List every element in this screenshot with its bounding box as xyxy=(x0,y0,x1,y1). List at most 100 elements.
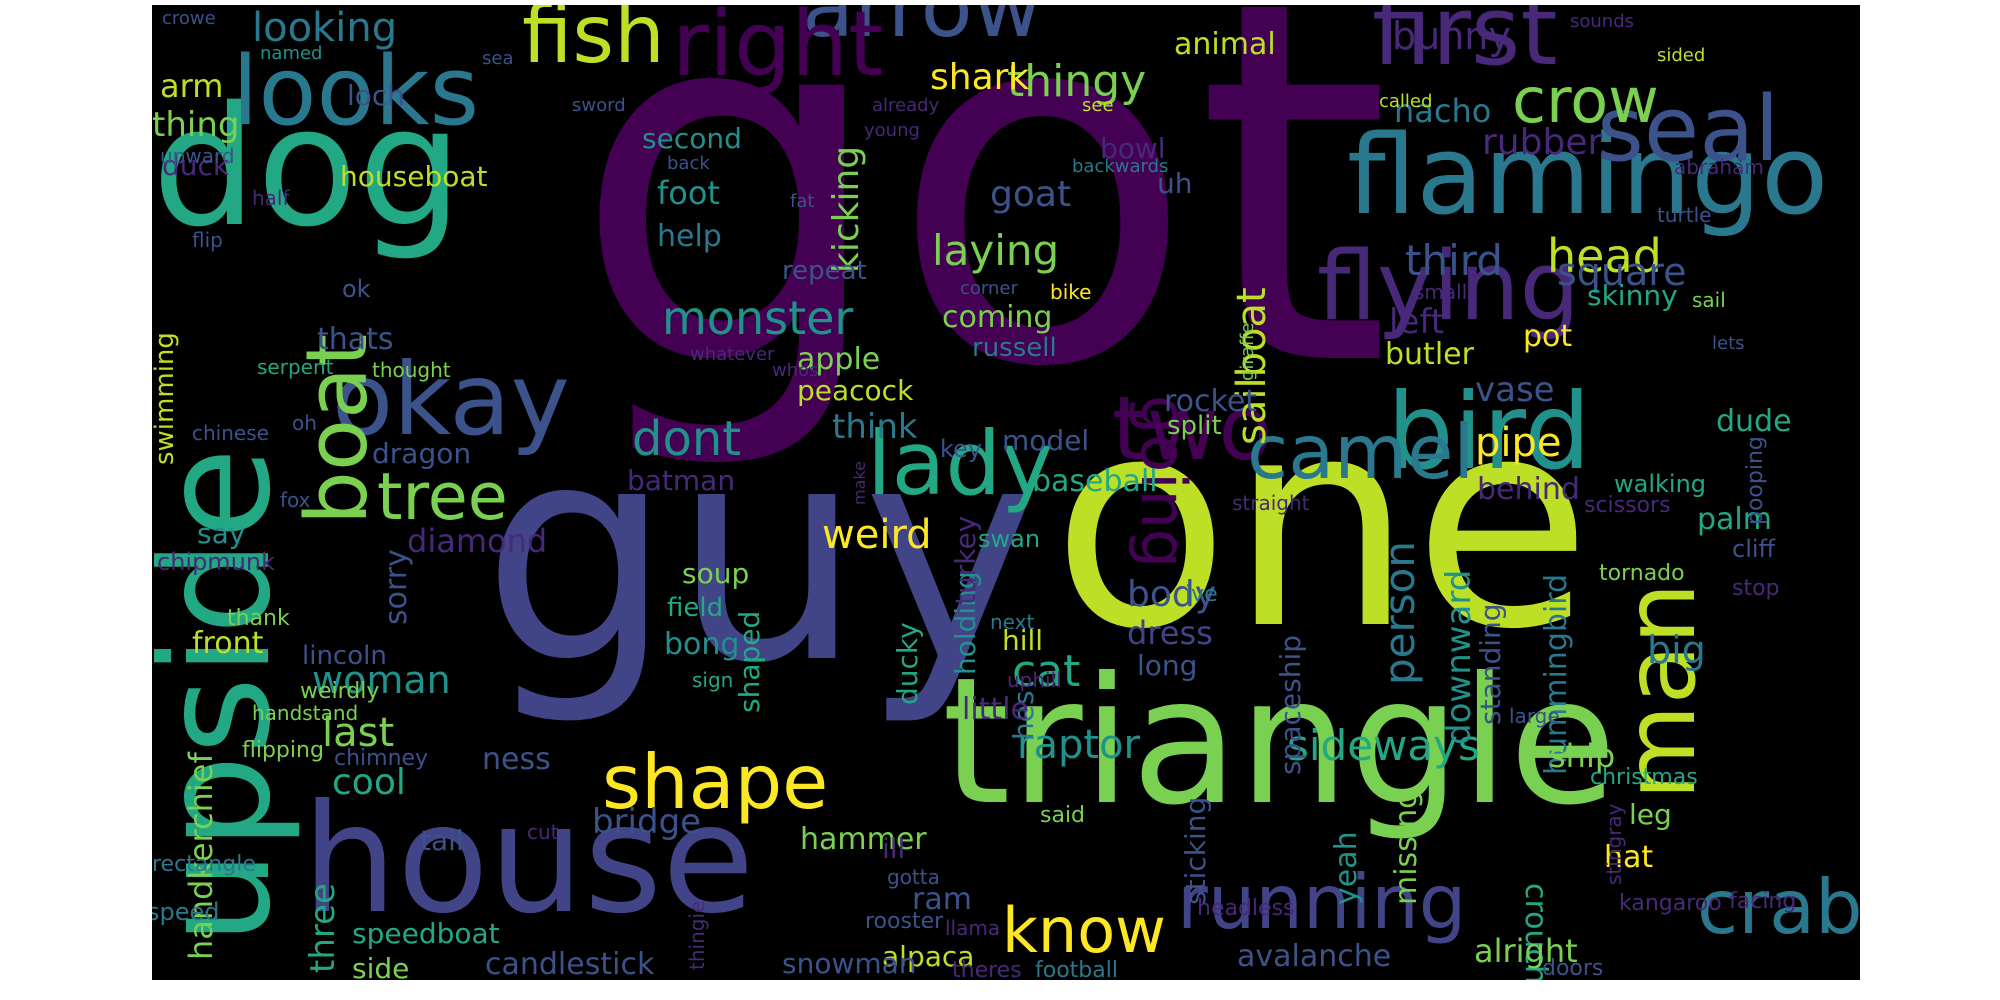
word: animal xyxy=(1174,27,1276,62)
word: running xyxy=(1177,858,1467,946)
word: ill xyxy=(882,832,906,865)
word: diamond xyxy=(407,522,548,560)
word: ness xyxy=(482,742,551,777)
word: got xyxy=(572,5,1392,476)
word: sea xyxy=(482,48,514,69)
word: front xyxy=(192,626,264,661)
word: young xyxy=(864,120,920,141)
word: candlestick xyxy=(485,947,655,980)
word: butler xyxy=(1385,337,1474,372)
word: flamingo xyxy=(1347,111,1829,239)
word: seal xyxy=(1597,77,1780,182)
word: repeat xyxy=(782,256,867,286)
word: dog xyxy=(152,71,463,263)
word: back xyxy=(667,153,710,174)
word: pooping xyxy=(1743,436,1768,525)
word: handstand xyxy=(252,701,359,725)
word: behind xyxy=(1477,472,1580,507)
word: thingie xyxy=(685,900,709,970)
word: rubber xyxy=(1482,122,1603,163)
word: named xyxy=(260,43,323,64)
word: turtle xyxy=(1657,203,1712,227)
word: half xyxy=(252,186,290,210)
word: walking xyxy=(1614,470,1707,498)
word: ship xyxy=(1549,737,1616,775)
word: model xyxy=(1002,424,1090,457)
word: alpaca xyxy=(882,940,975,973)
word: headless xyxy=(1197,896,1295,921)
word: backwards xyxy=(1072,156,1169,177)
word: bike xyxy=(1050,280,1092,304)
word: dont xyxy=(632,411,742,467)
word: pipe xyxy=(1475,420,1562,466)
word: looks xyxy=(232,37,480,147)
word: sail xyxy=(1692,288,1726,312)
word: soup xyxy=(682,557,750,590)
word: oh xyxy=(292,411,317,435)
word: square xyxy=(1557,250,1687,294)
word: body xyxy=(1127,574,1217,615)
word: shape xyxy=(602,738,829,826)
word: chinese xyxy=(192,421,269,445)
word: thing xyxy=(152,105,240,145)
word: tornado xyxy=(1599,561,1685,586)
word: already xyxy=(872,95,940,116)
word: yeah xyxy=(1329,831,1364,905)
word: abraham xyxy=(1674,155,1764,179)
word: skinny xyxy=(1587,279,1678,312)
word: missing xyxy=(1389,789,1424,905)
word: thought xyxy=(372,358,451,382)
word: standing xyxy=(1474,603,1507,725)
word: left xyxy=(1389,302,1445,342)
word: rocket xyxy=(1164,384,1258,419)
word: pot xyxy=(1523,319,1573,354)
word: sideways xyxy=(1287,721,1480,770)
word: duck xyxy=(162,149,230,182)
word: coming xyxy=(942,300,1053,335)
word: serpent xyxy=(257,355,334,379)
word: one xyxy=(1052,356,1592,693)
word: vase xyxy=(1475,370,1555,410)
word: say xyxy=(197,517,246,550)
word: person xyxy=(1375,541,1424,685)
word: peacock xyxy=(797,374,914,407)
word: thank xyxy=(227,606,290,631)
word: bridge xyxy=(592,802,702,842)
word: cut xyxy=(527,820,559,844)
word: scissors xyxy=(1584,493,1671,518)
word: stingray xyxy=(1602,803,1626,885)
word: goat xyxy=(990,174,1072,215)
word: okay xyxy=(332,341,570,458)
word: field xyxy=(667,593,724,623)
word: sorry xyxy=(379,549,414,625)
word: flip xyxy=(192,228,223,252)
word: upward xyxy=(160,144,235,168)
word: doors xyxy=(1542,956,1604,980)
word: uphill xyxy=(1007,668,1062,692)
word: cliff xyxy=(1732,535,1776,563)
word: shaped xyxy=(733,610,766,713)
word: chimney xyxy=(334,746,429,771)
word: hat xyxy=(1604,840,1654,875)
word: straight xyxy=(1232,491,1310,515)
word: snowman xyxy=(782,947,917,980)
word: hill xyxy=(1002,624,1044,657)
word: ive xyxy=(1185,582,1218,607)
word: three xyxy=(303,883,343,973)
word: house xyxy=(302,773,755,947)
word: key xyxy=(940,435,983,463)
word: big xyxy=(1647,628,1706,672)
word: lady xyxy=(867,412,1054,515)
word: swimming xyxy=(152,332,180,465)
word: bunny xyxy=(1392,14,1511,58)
word: corner xyxy=(960,278,1018,299)
word: ducky xyxy=(891,622,924,705)
word: head xyxy=(1547,229,1662,283)
word: batman xyxy=(627,464,736,497)
word: facing xyxy=(1729,889,1797,914)
word: arrow xyxy=(802,5,1043,57)
word: fish xyxy=(522,5,665,81)
word: lets xyxy=(1712,333,1745,354)
word: called xyxy=(1379,91,1433,112)
word: monster xyxy=(662,291,854,345)
